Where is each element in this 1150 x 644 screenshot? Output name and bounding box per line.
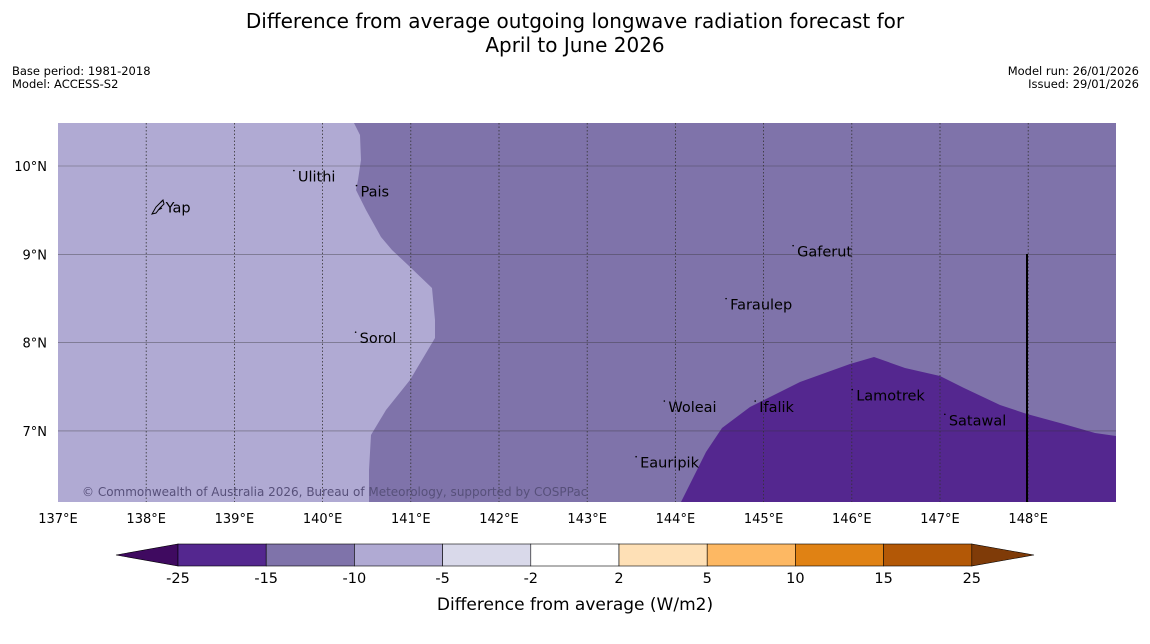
band-minus25-minus15 <box>681 357 1116 502</box>
colorbar-tick-8: 15 <box>874 571 892 587</box>
colorbar-tick-0: -25 <box>166 571 190 587</box>
colorbar-swatch-3 <box>442 543 532 567</box>
colorbar-swatch-1 <box>265 543 355 567</box>
map-title: Difference from average outgoing longwav… <box>0 9 1150 57</box>
place-dot-gaferut <box>792 244 794 247</box>
meta-right: Model run: 26/01/2026 Issued: 29/01/2026 <box>1008 65 1139 91</box>
place-label-gaferut: Gaferut <box>797 245 852 261</box>
lat-label-9: 9°N <box>23 248 48 263</box>
place-dot-ulithi <box>293 169 295 172</box>
colorbar-tick-4: -2 <box>524 571 538 587</box>
lon-label-138: 138°E <box>126 512 166 527</box>
axis-labels: 137°E 138°E 139°E 140°E 141°E 142°E 143°E 144°E… <box>14 160 1048 527</box>
place-dot-satawal <box>944 413 946 416</box>
title-line-1: Difference from average outgoing longwav… <box>245 9 905 33</box>
colorbar-tick-3: -5 <box>435 571 449 587</box>
copyright-note: © Commonwealth of Australia 2026, Bureau… <box>82 485 587 499</box>
map-panel: Yap Ulithi Pais Gaferut Faraulep Sorol Woleai I… <box>58 123 1116 502</box>
place-label-eauripik: Eauripik <box>640 456 699 472</box>
lon-label-137: 137°E <box>38 512 78 527</box>
colorbar-swatch-4 <box>530 543 620 567</box>
colorbar-tick-7: 10 <box>786 571 804 587</box>
lon-label-145: 145°E <box>744 512 784 527</box>
lat-label-10: 10°N <box>14 160 47 175</box>
place-label-woleai: Woleai <box>668 400 716 416</box>
place-label-ulithi: Ulithi <box>298 170 336 186</box>
place-dot-sorol <box>354 331 357 333</box>
place-dot-pais <box>355 184 358 187</box>
colorbar-swatch-2 <box>354 543 443 567</box>
place-label-ifalik: Ifalik <box>759 400 794 416</box>
colorbar-swatch-0 <box>177 543 267 567</box>
meta-left: Base period: 1981-2018 Model: ACCESS-S2 <box>12 65 151 91</box>
colorbar-tick-6: 5 <box>703 571 712 587</box>
lat-label-7: 7°N <box>23 425 48 440</box>
place-dot-eauripik <box>635 455 637 458</box>
place-dot-woleai <box>663 400 666 402</box>
base-period: Base period: 1981-2018 <box>12 64 151 78</box>
place-label-sorol: Sorol <box>360 331 397 347</box>
model-run: Model run: 26/01/2026 <box>1007 64 1139 78</box>
colorbar-swatch-7 <box>795 543 884 567</box>
place-dot-lamotrek <box>851 388 854 391</box>
place-dot-faraulep <box>725 297 727 300</box>
lon-label-146: 146°E <box>832 512 872 527</box>
colorbar-label: Difference from average (W/m2) <box>437 595 713 615</box>
colorbar-over-arrow <box>971 543 1035 567</box>
colorbar: -25 -15 -10 -5 -2 2 5 10 15 25 <box>115 543 1035 587</box>
colorbar-swatch-6 <box>706 543 796 567</box>
colorbar-tick-1: -15 <box>254 571 278 587</box>
place-dot-ifalik <box>754 400 756 402</box>
colorbar-tick-5: 2 <box>614 571 623 587</box>
place-markers: Yap Ulithi Pais Gaferut Faraulep Sorol Woleai I… <box>160 169 1006 472</box>
lon-label-148: 148°E <box>1008 512 1048 527</box>
place-label-pais: Pais <box>361 185 390 201</box>
colorbar-tick-9: 25 <box>963 571 981 587</box>
colorbar-under-arrow <box>115 543 179 567</box>
place-label-satawal: Satawal <box>949 413 1006 429</box>
colorbar-swatch-8 <box>883 543 973 567</box>
lon-label-142: 142°E <box>479 512 519 527</box>
lon-label-139: 139°E <box>215 512 255 527</box>
title-line-2: April to June 2026 <box>485 33 665 57</box>
place-label-lamotrek: Lamotrek <box>856 389 925 405</box>
lon-label-141: 141°E <box>391 512 431 527</box>
lon-label-144: 144°E <box>656 512 696 527</box>
lat-label-8: 8°N <box>23 337 48 352</box>
lon-label-140: 140°E <box>303 512 343 527</box>
place-label-faraulep: Faraulep <box>730 298 792 314</box>
colorbar-tick-2: -10 <box>343 571 367 587</box>
issued-date: Issued: 29/01/2026 <box>1028 77 1139 91</box>
lon-label-147: 147°E <box>920 512 960 527</box>
graticule <box>58 123 1116 502</box>
place-label-yap: Yap <box>165 201 191 217</box>
model-name: Model: ACCESS-S2 <box>12 77 119 91</box>
lon-label-143: 143°E <box>567 512 607 527</box>
yap-island-outline <box>150 199 165 215</box>
colorbar-swatch-5 <box>618 543 708 567</box>
